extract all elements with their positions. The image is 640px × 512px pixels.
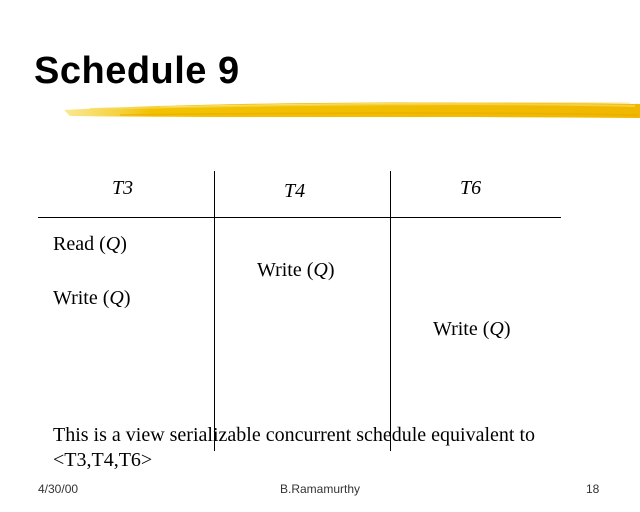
operation-name: Write (53, 287, 98, 309)
operation-write-q-t4: Write (Q) (257, 259, 335, 281)
operation-arg: Q (313, 259, 328, 281)
schedule-note: This is a view serializable concurrent s… (53, 423, 613, 473)
operation-arg: Q (109, 287, 124, 309)
footer-author: B.Ramamurthy (280, 482, 361, 496)
operation-name: Read (53, 233, 95, 255)
note-line-2: <T3,T4,T6> (53, 449, 153, 471)
operation-arg: Q (105, 233, 121, 255)
column-header-t4: T4 (284, 180, 306, 202)
operation-read-q-t3: Read (Q) (53, 233, 127, 255)
operation-name: Write (433, 318, 478, 340)
operation-name: Write (257, 259, 302, 281)
operation-write-q-t3: Write (Q) (53, 287, 131, 309)
footer-date: 4/30/00 (38, 482, 79, 496)
operation-write-q-t6: Write (Q) (433, 318, 511, 340)
operation-arg: Q (489, 318, 504, 340)
column-divider-2 (390, 171, 391, 451)
table-header-divider (38, 217, 561, 218)
footer-page-number: 18 (586, 482, 600, 496)
column-header-t6: T6 (460, 177, 482, 199)
column-divider-1 (214, 171, 215, 451)
column-header-t3: T3 (112, 177, 134, 199)
slide-title: Schedule 9 (34, 50, 240, 92)
highlighter-stroke (64, 102, 640, 118)
note-line-1: This is a view serializable concurrent s… (53, 424, 536, 446)
